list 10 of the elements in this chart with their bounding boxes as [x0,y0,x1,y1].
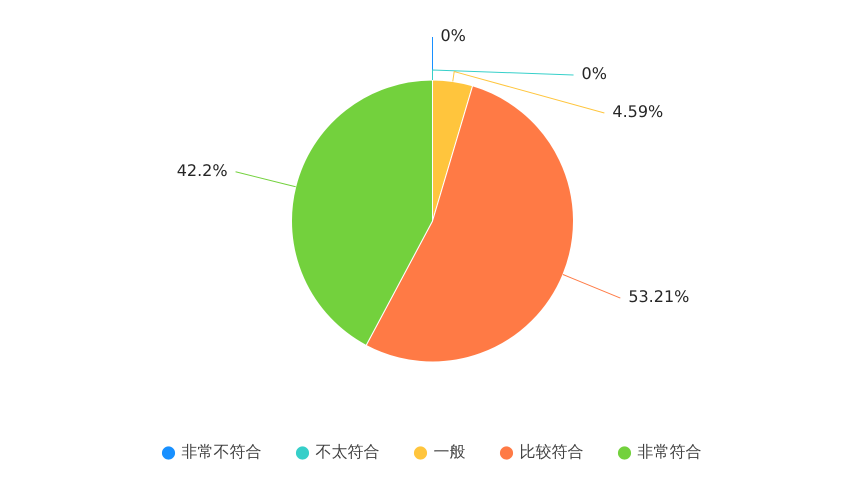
legend-label: 非常符合 [638,442,702,462]
legend-label: 一般 [434,442,466,462]
text: 0% [440,26,466,46]
data-label: 53.21% [628,287,690,306]
data-label: 42.2% [176,160,228,180]
data-label: 4.59% [612,102,664,122]
legend-label: 非常不符合 [182,442,262,462]
legend-label: 不太符合 [316,442,380,462]
legend-label: 比较符合 [520,442,584,462]
text: 0% [582,64,607,84]
